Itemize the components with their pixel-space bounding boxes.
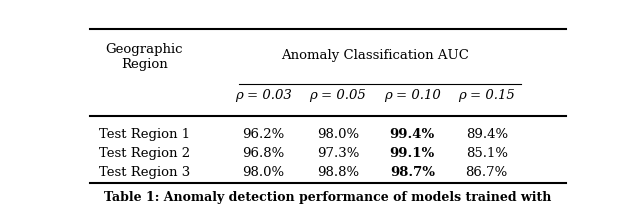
Text: 96.2%: 96.2%: [243, 128, 285, 141]
Text: 98.0%: 98.0%: [317, 128, 359, 141]
Text: Test Region 1: Test Region 1: [99, 128, 190, 141]
Text: Test Region 3: Test Region 3: [99, 166, 190, 179]
Text: 98.0%: 98.0%: [243, 166, 285, 179]
Text: Geographic
Region: Geographic Region: [106, 43, 183, 71]
Text: ρ = 0.03: ρ = 0.03: [235, 89, 292, 102]
Text: 98.8%: 98.8%: [317, 166, 359, 179]
Text: ρ = 0.15: ρ = 0.15: [458, 89, 515, 102]
Text: 86.7%: 86.7%: [465, 166, 508, 179]
Text: ρ = 0.10: ρ = 0.10: [384, 89, 441, 102]
Text: 99.4%: 99.4%: [390, 128, 435, 141]
Text: 97.3%: 97.3%: [317, 147, 359, 160]
Text: Anomaly Classification AUC: Anomaly Classification AUC: [281, 49, 469, 62]
Text: 96.8%: 96.8%: [243, 147, 285, 160]
Text: 98.7%: 98.7%: [390, 166, 435, 179]
Text: Table 1: Anomaly detection performance of models trained with: Table 1: Anomaly detection performance o…: [104, 191, 552, 204]
Text: ρ = 0.05: ρ = 0.05: [310, 89, 366, 102]
Text: 85.1%: 85.1%: [466, 147, 508, 160]
Text: 99.1%: 99.1%: [390, 147, 435, 160]
Text: 89.4%: 89.4%: [466, 128, 508, 141]
Text: Test Region 2: Test Region 2: [99, 147, 190, 160]
